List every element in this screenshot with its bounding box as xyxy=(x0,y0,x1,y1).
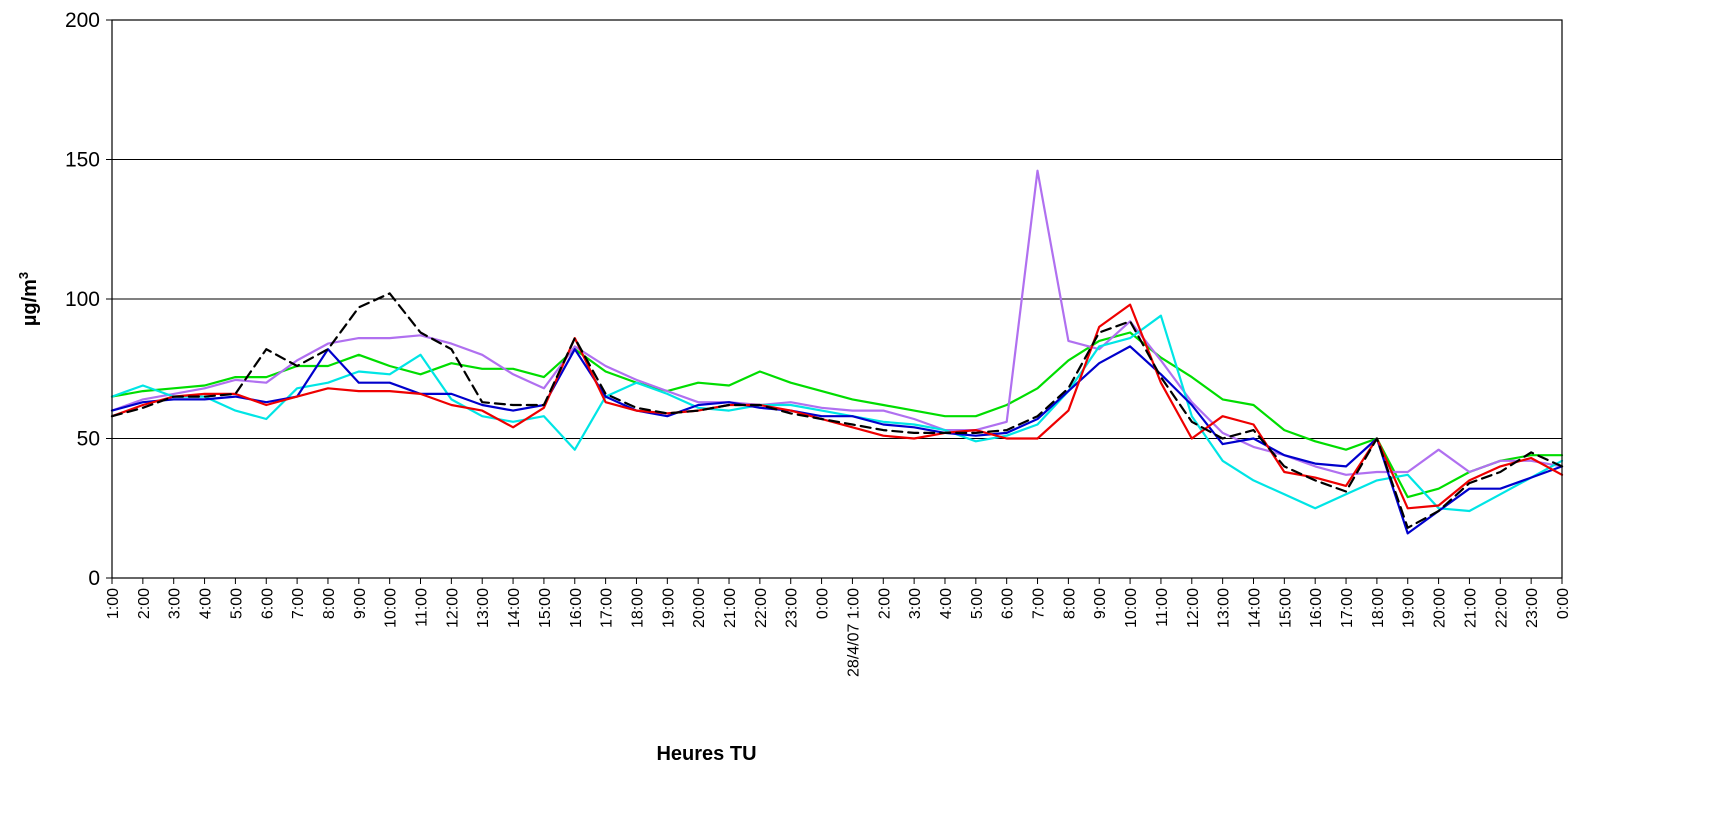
series-line-1 xyxy=(110,331,1564,499)
x-tick-label: 9:00 xyxy=(1092,588,1109,619)
y-tick-label: 200 xyxy=(65,9,100,32)
x-tick-label: 28/4/07 1:00 xyxy=(845,588,862,677)
y-tick-labels: 0 50 100 150 200 xyxy=(65,9,100,590)
x-tick-label: 17:00 xyxy=(599,588,616,628)
x-tick-label: 3:00 xyxy=(907,588,924,619)
x-tick-label: 17:00 xyxy=(1339,588,1356,628)
series-line-4 xyxy=(110,345,1564,535)
x-tick-label: 19:00 xyxy=(1401,588,1418,628)
series-line-3 xyxy=(110,314,1564,513)
x-tick-label: 9:00 xyxy=(352,588,369,619)
y-axis-title-main: µg/m xyxy=(19,279,41,326)
series-line-5 xyxy=(110,303,1564,510)
y-tick-label: 50 xyxy=(77,428,100,451)
x-tick-label: 12:00 xyxy=(444,588,461,628)
x-tick-label: 10:00 xyxy=(1123,588,1140,628)
x-tick-label: 14:00 xyxy=(506,588,523,628)
x-tick-label: 0:00 xyxy=(1555,588,1572,619)
x-tick-label: 21:00 xyxy=(722,588,739,628)
y-tick-label: 100 xyxy=(65,288,100,311)
y-axis-title-group: µg/m3 xyxy=(16,272,41,326)
series-line-2 xyxy=(110,169,1564,476)
x-tick-label: 2:00 xyxy=(876,588,893,619)
x-tick-label: 11:00 xyxy=(414,588,431,627)
x-tick-label: 23:00 xyxy=(1524,588,1541,628)
x-tick-label: 12:00 xyxy=(1185,588,1202,628)
x-tick-label: 23:00 xyxy=(784,588,801,628)
x-tick-label: 13:00 xyxy=(1216,588,1233,628)
x-tick-label: 11:00 xyxy=(1154,588,1171,627)
x-tick-label: 4:00 xyxy=(938,588,955,619)
y-axis-title: µg/m3 xyxy=(16,272,41,326)
x-tick-label: 1:00 xyxy=(105,588,122,619)
x-tick-label: 5:00 xyxy=(228,588,245,619)
x-tick-label: 2:00 xyxy=(136,588,153,619)
x-tick-label: 20:00 xyxy=(691,588,708,628)
x-tick-label: 5:00 xyxy=(969,588,986,619)
x-tick-label: 15:00 xyxy=(1277,588,1294,628)
x-tick-label: 3:00 xyxy=(167,588,184,619)
x-tick-label: 10:00 xyxy=(383,588,400,628)
x-tick-label: 7:00 xyxy=(1031,588,1048,619)
series-lines xyxy=(110,169,1564,535)
plot-area-frame xyxy=(111,19,1563,579)
x-tick-label: 13:00 xyxy=(475,588,492,628)
x-tick-label: 18:00 xyxy=(629,588,646,628)
x-tick-label: 15:00 xyxy=(537,588,554,628)
x-tick-label: 16:00 xyxy=(1308,588,1325,628)
x-tick-label: 6:00 xyxy=(1000,588,1017,619)
x-tick-labels: 1:00 2:00 3:00 4:00 5:00 6:00 7:00 8:00 9:00 10:0… xyxy=(105,578,1572,677)
x-tick-label: 4:00 xyxy=(198,588,215,619)
y-tick-label: 150 xyxy=(65,149,100,172)
x-tick-label: 16:00 xyxy=(568,588,585,628)
x-tick-label: 14:00 xyxy=(1246,588,1263,628)
x-tick-label: 7:00 xyxy=(290,588,307,619)
x-tick-label: 6:00 xyxy=(259,588,276,619)
x-tick-label: 20:00 xyxy=(1432,588,1449,628)
series-line-6 xyxy=(110,292,1564,529)
y-tick-label: 0 xyxy=(88,567,100,590)
x-tick-label: 0:00 xyxy=(815,588,832,619)
x-tick-label: 22:00 xyxy=(753,588,770,628)
x-tick-label: 8:00 xyxy=(1061,588,1078,619)
x-tick-label: 8:00 xyxy=(321,588,338,619)
x-axis-title: Heures TU xyxy=(656,743,756,765)
x-tick-label: 19:00 xyxy=(660,588,677,628)
x-tick-label: 18:00 xyxy=(1370,588,1387,628)
x-tick-label: 22:00 xyxy=(1493,588,1510,628)
y-axis-title-superscript: 3 xyxy=(16,272,31,279)
x-tick-label: 21:00 xyxy=(1462,588,1479,628)
